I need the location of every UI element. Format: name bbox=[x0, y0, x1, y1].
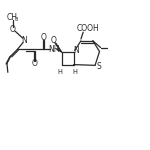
Text: N: N bbox=[21, 36, 27, 45]
Text: S: S bbox=[97, 62, 102, 71]
Text: 3: 3 bbox=[15, 17, 18, 22]
Text: O: O bbox=[32, 59, 38, 68]
Text: N: N bbox=[73, 46, 79, 55]
Text: H: H bbox=[58, 69, 63, 75]
Text: O: O bbox=[40, 33, 46, 42]
Text: NH: NH bbox=[48, 45, 60, 54]
Text: CH: CH bbox=[7, 13, 18, 22]
Text: O: O bbox=[51, 36, 57, 45]
Text: O: O bbox=[10, 25, 16, 34]
Text: COOH: COOH bbox=[77, 24, 99, 33]
Text: H: H bbox=[73, 69, 77, 75]
